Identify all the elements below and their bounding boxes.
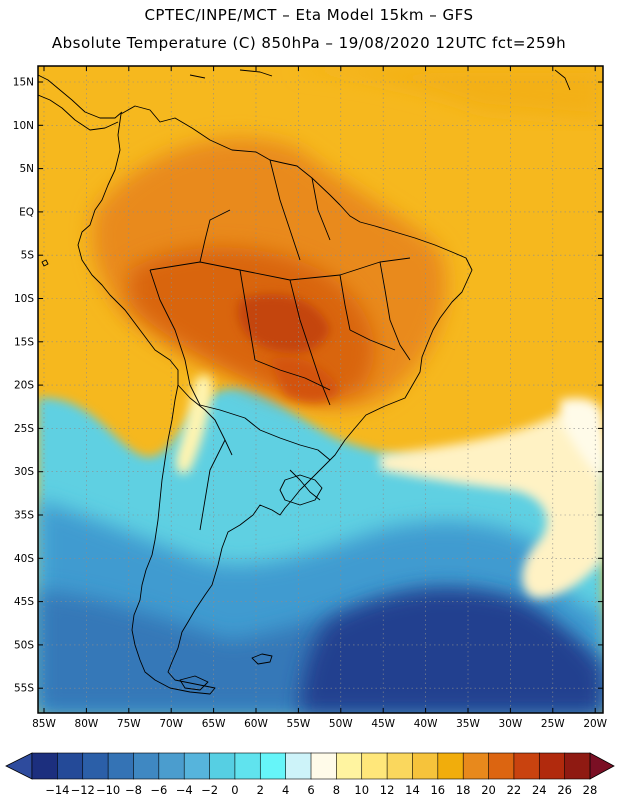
lat-label: EQ (19, 206, 34, 218)
colorbar-under-arrow (5, 752, 33, 780)
colorbar-label: −4 (176, 783, 193, 797)
colorbar-swatch (386, 752, 414, 780)
coastlines (38, 69, 571, 695)
colorbar-label: 10 (354, 783, 369, 797)
colorbar-swatch (310, 752, 337, 780)
lat-label: 45S (14, 596, 34, 608)
colorbar-swatch (82, 752, 109, 780)
colorbar-swatch (361, 752, 388, 780)
lat-label: 25S (14, 423, 34, 435)
colorbar: −14 −12 −10 −8 −6 −4 −2 0 2 4 6 8 10 12 14 16 18 20 22 24 26… (5, 752, 615, 797)
lat-label: 15S (14, 336, 34, 348)
lon-label: 55W (287, 718, 311, 730)
lon-label: 20W (583, 718, 607, 730)
colorbar-swatch (285, 752, 312, 780)
colorbar-swatch (31, 752, 58, 780)
lat-label: 35S (14, 510, 34, 522)
colorbar-swatch (513, 752, 540, 780)
lat-label: 5N (19, 163, 34, 175)
lat-label: 50S (14, 639, 34, 651)
lat-label: 15N (13, 77, 34, 89)
map-frame (37, 65, 604, 714)
colorbar-label: 28 (583, 783, 598, 797)
colorbar-label: 26 (557, 783, 572, 797)
lon-label: 65W (202, 718, 226, 730)
colorbar-label: 8 (333, 783, 340, 797)
colorbar-swatch (158, 752, 185, 780)
colorbar-label: 22 (507, 783, 522, 797)
colorbar-label: −6 (150, 783, 167, 797)
chart-title-line1: CPTEC/INPE/MCT – Eta Model 15km – GFS (144, 6, 474, 24)
lat-label: 5S (21, 250, 35, 262)
central-america-coastline (38, 74, 123, 119)
lon-label: 85W (32, 718, 56, 730)
colorbar-swatch (564, 752, 591, 780)
lat-label: 40S (14, 553, 34, 565)
lat-label: 20S (14, 380, 34, 392)
colorbar-swatch (437, 752, 464, 780)
colorbar-swatch (234, 752, 261, 780)
colorbar-label: 24 (532, 783, 547, 797)
map-axes: 15N 10N 5N EQ 5S 10S 15S 20S 25S 30S 35S 40S 45S 50S 5… (13, 66, 608, 730)
colorbar-swatch (183, 752, 211, 780)
lon-label: 75W (117, 718, 141, 730)
colorbar-label: 20 (481, 783, 496, 797)
colorbar-swatch (462, 752, 490, 780)
colorbar-label: 14 (405, 783, 420, 797)
colorbar-label: 12 (380, 783, 395, 797)
colorbar-label: 18 (456, 783, 471, 797)
lon-label: 35W (456, 718, 480, 730)
chart-title-line2: Absolute Temperature (C) 850hPa – 19/08/… (51, 34, 567, 52)
colorbar-label: −2 (201, 783, 218, 797)
temperature-field (38, 66, 603, 713)
colorbar-swatch (133, 752, 160, 780)
lon-label: 70W (159, 718, 183, 730)
colorbar-label: 0 (231, 783, 238, 797)
lat-label: 10N (13, 120, 34, 132)
colorbar-label: 16 (430, 783, 445, 797)
colorbar-label: −14 (45, 783, 69, 797)
colorbar-label: −12 (71, 783, 95, 797)
colorbar-swatch (259, 752, 287, 780)
colorbar-swatch (412, 752, 439, 780)
colorbar-swatch (209, 752, 236, 780)
colorbar-swatch (107, 752, 135, 780)
lon-label: 30W (499, 718, 523, 730)
colorbar-swatch (538, 752, 566, 780)
colorbar-over-arrow (589, 752, 615, 780)
south-america-coastline (77, 105, 473, 695)
colorbar-swatch (336, 752, 363, 780)
lon-label: 60W (244, 718, 268, 730)
lat-label: 30S (14, 466, 34, 478)
lon-label: 80W (75, 718, 99, 730)
lon-label: 45W (371, 718, 395, 730)
lon-label: 50W (329, 718, 353, 730)
colorbar-label: −10 (96, 783, 120, 797)
colorbar-label: −8 (125, 783, 142, 797)
lat-label: 55S (14, 683, 34, 695)
lon-label: 40W (414, 718, 438, 730)
colorbar-swatch (57, 752, 84, 780)
colorbar-swatch (488, 752, 515, 780)
colorbar-label: 4 (282, 783, 289, 797)
colorbar-label: 6 (307, 783, 314, 797)
lat-label: 10S (14, 293, 34, 305)
colorbar-label: 2 (257, 783, 264, 797)
lon-label: 25W (541, 718, 565, 730)
